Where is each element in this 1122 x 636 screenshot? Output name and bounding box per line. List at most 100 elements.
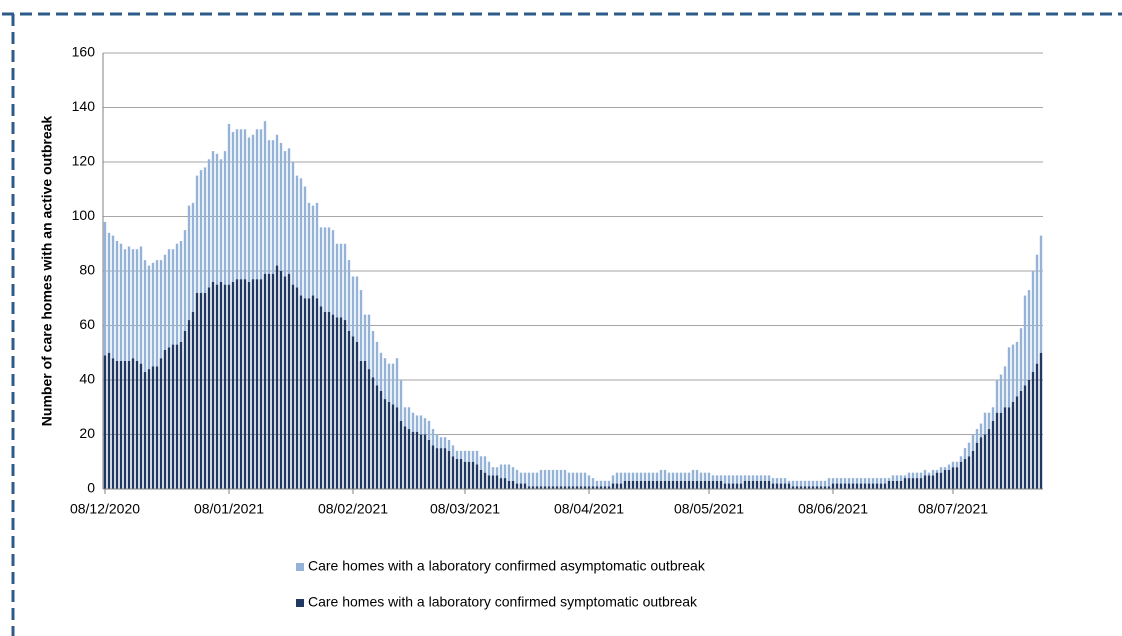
bar-segment xyxy=(935,472,939,489)
bar-segment xyxy=(1023,385,1027,489)
bar-segment xyxy=(699,480,703,489)
bar-segment xyxy=(471,461,475,489)
bar-segment xyxy=(931,475,935,489)
bar-segment xyxy=(295,175,299,288)
bar-segment xyxy=(587,486,591,489)
bar-segment xyxy=(939,472,943,489)
bar-segment xyxy=(595,480,599,487)
bar-segment xyxy=(623,472,627,481)
bar-segment xyxy=(627,472,631,481)
bar-segment xyxy=(127,246,131,361)
bar-segment xyxy=(643,472,647,481)
bar-segment xyxy=(227,284,231,489)
bar-segment xyxy=(339,243,343,318)
bar-segment xyxy=(567,486,571,489)
bar-segment xyxy=(1027,380,1031,489)
bar-segment xyxy=(959,461,963,489)
y-tick-label: 60 xyxy=(79,316,95,332)
bar-segment xyxy=(995,412,999,489)
bar-segment xyxy=(239,279,243,489)
bar-segment xyxy=(139,246,143,364)
bar-segment xyxy=(811,480,815,487)
bar-segment xyxy=(511,467,515,481)
bar-segment xyxy=(351,336,355,489)
bar-segment xyxy=(527,486,531,489)
bar-segment xyxy=(415,431,419,489)
bar-segment xyxy=(347,330,351,489)
bar-segment xyxy=(751,475,755,481)
bar-segment xyxy=(435,434,439,449)
bar-segment xyxy=(691,469,695,481)
bar-segment xyxy=(451,456,455,489)
bar-segment xyxy=(635,472,639,481)
x-tick-label: 08/03/2021 xyxy=(430,501,500,517)
bar-segment xyxy=(187,205,191,321)
bar-segment xyxy=(487,475,491,489)
y-tick-label: 0 xyxy=(87,480,95,496)
bar-segment xyxy=(375,341,379,386)
bar-segment xyxy=(543,486,547,489)
bar-segment xyxy=(871,478,875,484)
bar-segment xyxy=(1019,390,1023,489)
bar-segment xyxy=(983,434,987,489)
bar-segment xyxy=(967,442,971,457)
bar-segment xyxy=(927,475,931,489)
bar-segment xyxy=(351,276,355,337)
bar-segment xyxy=(835,483,839,489)
bar-segment xyxy=(167,249,171,348)
bar-segment xyxy=(267,273,271,489)
bar-segment xyxy=(191,202,195,312)
bar-segment xyxy=(431,429,435,446)
bar-segment xyxy=(559,469,563,487)
bar-segment xyxy=(911,472,915,479)
bar-segment xyxy=(219,159,223,282)
x-tick-label: 08/06/2021 xyxy=(798,501,868,517)
bar-segment xyxy=(107,352,111,489)
bar-segment xyxy=(231,281,235,489)
bar-segment xyxy=(231,132,235,282)
bar-segment xyxy=(847,478,851,484)
bar-segment xyxy=(611,483,615,489)
bar-segment xyxy=(743,475,747,481)
bar-segment xyxy=(391,404,395,489)
bar-segment xyxy=(783,478,787,484)
bar-segment xyxy=(151,262,155,367)
bar-segment xyxy=(355,276,359,342)
bar-segment xyxy=(739,483,743,489)
bar-segment xyxy=(799,486,803,489)
bar-segment xyxy=(143,260,147,372)
bar-segment xyxy=(875,483,879,489)
bar-segment xyxy=(315,298,319,489)
legend-label: Care homes with a laboratory confirmed s… xyxy=(308,594,698,610)
y-tick-label: 40 xyxy=(79,371,95,387)
bar-segment xyxy=(463,461,467,489)
bar-segment xyxy=(135,360,139,489)
bar-segment xyxy=(795,486,799,489)
bar-segment xyxy=(159,260,163,359)
bar-segment xyxy=(203,167,207,293)
bar-segment xyxy=(815,480,819,487)
bar-segment xyxy=(839,478,843,484)
bar-segment xyxy=(531,472,535,487)
bar-segment xyxy=(131,358,135,489)
bar-segment xyxy=(791,480,795,487)
bar-segment xyxy=(631,472,635,481)
bar-segment xyxy=(391,363,395,405)
bar-segment xyxy=(495,467,499,476)
bar-segment xyxy=(459,459,463,489)
bar-segment xyxy=(347,260,351,331)
bar-segment xyxy=(223,284,227,489)
bar-segment xyxy=(815,486,819,489)
bar-segment xyxy=(111,235,115,359)
bar-segment xyxy=(955,467,959,489)
bar-segment xyxy=(879,478,883,484)
bar-segment xyxy=(471,450,475,462)
bar-segment xyxy=(851,483,855,489)
y-tick-label: 20 xyxy=(79,425,95,441)
bar-segment xyxy=(935,469,939,473)
bar-segment xyxy=(183,330,187,489)
bar-segment xyxy=(659,480,663,489)
bar-segment xyxy=(655,472,659,481)
bar-segment xyxy=(451,445,455,457)
bar-segment xyxy=(455,459,459,489)
